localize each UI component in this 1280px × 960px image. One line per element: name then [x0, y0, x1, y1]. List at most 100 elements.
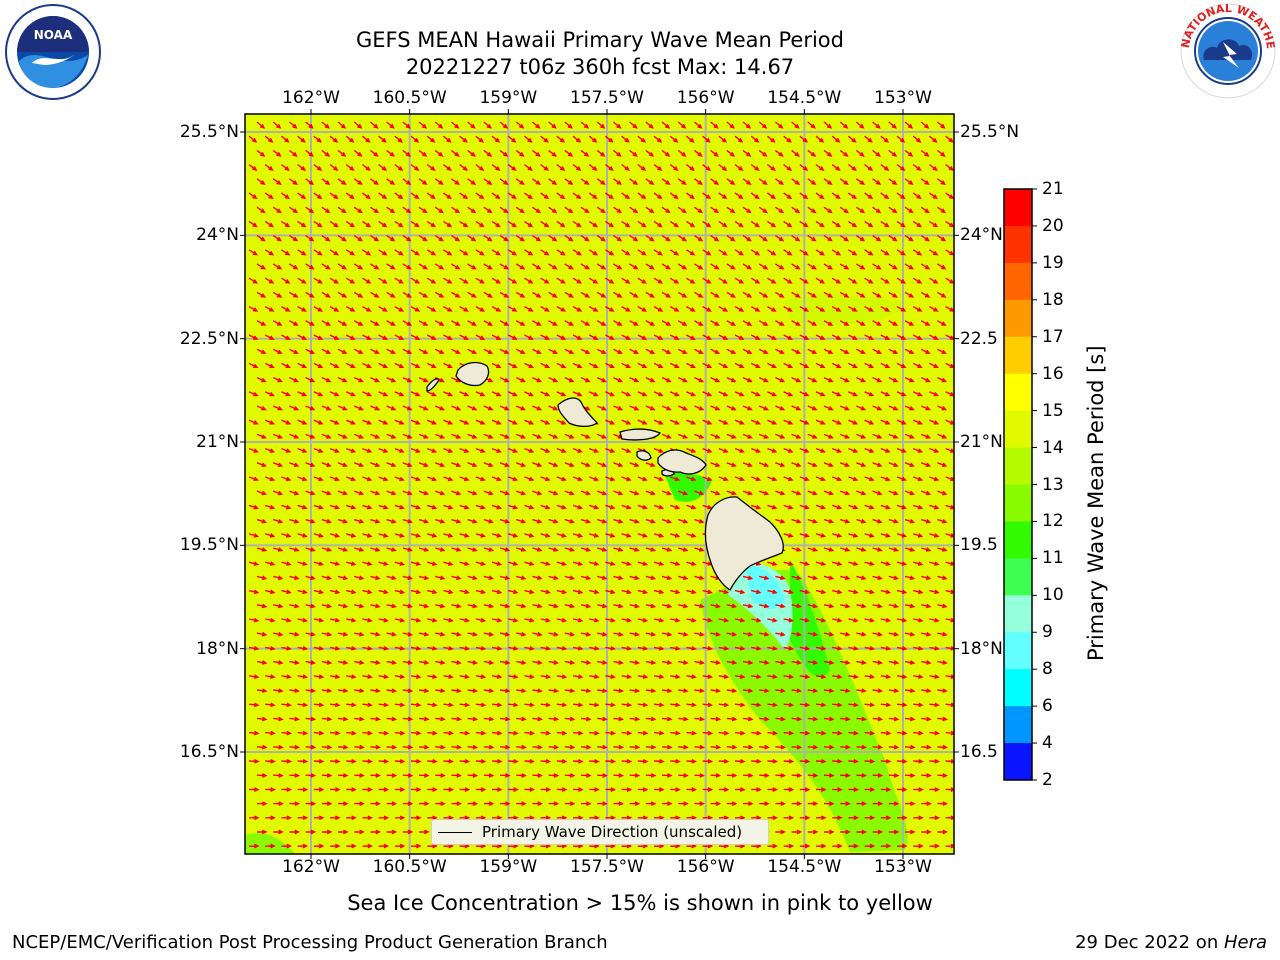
wave-arrow [305, 206, 315, 214]
wave-arrow [426, 249, 437, 256]
wave-arrow [888, 405, 899, 411]
wave-arrow [896, 589, 908, 595]
wave-arrow [573, 815, 584, 821]
wave-arrow [913, 589, 924, 595]
wave-arrow [645, 235, 655, 242]
wave-arrow [929, 617, 940, 623]
wave-arrow [402, 121, 411, 129]
wave-arrow [629, 518, 640, 524]
wave-arrow [904, 206, 914, 214]
wave-arrow [515, 149, 525, 157]
wave-arrow [872, 433, 883, 439]
wave-arrow [678, 716, 689, 722]
wave-arrow [443, 674, 454, 679]
wave-arrow [515, 433, 527, 439]
wave-arrow [677, 178, 687, 186]
wave-arrow [434, 121, 444, 129]
wave-arrow [508, 702, 519, 708]
wave-arrow [678, 660, 689, 665]
wave-arrow [864, 674, 876, 679]
wave-arrow [604, 135, 614, 143]
wave-arrow [929, 305, 939, 312]
wave-arrow [921, 688, 932, 694]
wave-arrow [256, 348, 267, 354]
wave-arrow [734, 674, 746, 679]
wave-arrow [337, 773, 349, 778]
wave-arrow [613, 206, 623, 214]
wave-arrow [281, 249, 291, 256]
wave-arrow [564, 631, 576, 637]
wave-arrow [459, 192, 469, 200]
wave-arrow [588, 362, 599, 368]
wave-arrow [945, 192, 954, 200]
wave-arrow [848, 305, 858, 312]
wave-arrow [337, 518, 349, 524]
wave-arrow [637, 476, 648, 482]
wave-arrow [799, 561, 811, 566]
wave-arrow [799, 391, 810, 397]
wave-arrow [686, 815, 698, 821]
colorbar-tick-label: 21 [1042, 179, 1064, 199]
wave-arrow [321, 744, 333, 750]
wave-arrow [305, 320, 315, 326]
wave-arrow [929, 646, 940, 651]
wave-arrow [548, 547, 559, 552]
wave-arrow [564, 773, 576, 778]
wave-arrow [750, 220, 761, 228]
noaa-logo: NOAA [5, 4, 101, 100]
wave-arrow [791, 744, 803, 750]
wave-arrow [588, 277, 599, 284]
wave-arrow [435, 631, 446, 637]
wave-arrow [483, 263, 493, 270]
wave-arrow [491, 758, 503, 764]
wave-arrow [572, 504, 584, 510]
wave-arrow [702, 589, 713, 595]
wave-arrow [920, 490, 932, 496]
wave-arrow [540, 787, 552, 792]
tick-label-top: 154.5°W [767, 88, 842, 108]
wave-arrow [750, 504, 762, 510]
wave-arrow [467, 263, 477, 270]
wave-arrow [751, 589, 762, 595]
wave-arrow [920, 121, 930, 129]
wave-arrow [605, 758, 617, 764]
wave-arrow [362, 843, 374, 849]
wave-arrow [799, 419, 810, 425]
wave-arrow [670, 674, 681, 679]
wave-arrow [872, 547, 883, 552]
wave-arrow [353, 405, 365, 411]
wave-arrow [434, 178, 444, 186]
wave-arrow [459, 646, 471, 651]
wave-arrow [410, 646, 422, 651]
wave-arrow [750, 476, 762, 482]
wave-arrow [532, 716, 544, 722]
wave-arrow [248, 589, 260, 595]
wave-arrow [904, 462, 915, 467]
wave-arrow [766, 135, 776, 143]
wave-arrow [864, 476, 875, 482]
wave-arrow [653, 305, 664, 312]
wave-arrow [361, 192, 371, 200]
wave-arrow [783, 249, 793, 256]
wave-arrow [564, 178, 574, 186]
wave-arrow [929, 249, 939, 256]
wave-arrow [799, 135, 809, 143]
colorbar-tick-label: 9 [1042, 622, 1053, 643]
wave-arrow [694, 688, 705, 694]
wave-arrow [362, 220, 372, 228]
wave-arrow [264, 192, 274, 200]
wave-arrow [856, 688, 867, 694]
wave-arrow [337, 178, 347, 186]
wave-arrow [629, 263, 639, 270]
wave-arrow [929, 674, 940, 679]
wave-arrow [621, 702, 633, 708]
wave-arrow [880, 135, 890, 143]
wave-arrow [734, 164, 744, 171]
wave-arrow [572, 164, 582, 171]
wave-arrow [281, 561, 292, 566]
wave-arrow [653, 334, 664, 340]
wave-arrow [726, 433, 737, 439]
wave-arrow [289, 716, 301, 722]
wave-arrow [378, 419, 389, 425]
wave-arrow [839, 178, 849, 186]
